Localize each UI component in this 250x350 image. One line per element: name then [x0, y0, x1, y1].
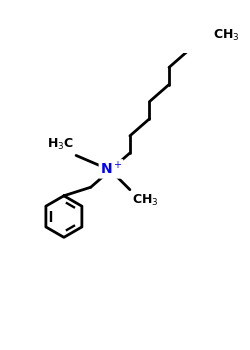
Text: CH$_3$: CH$_3$ [213, 28, 240, 43]
Text: N$^+$: N$^+$ [100, 160, 122, 177]
Text: H$_3$C: H$_3$C [47, 137, 74, 152]
Text: CH$_3$: CH$_3$ [132, 193, 159, 209]
